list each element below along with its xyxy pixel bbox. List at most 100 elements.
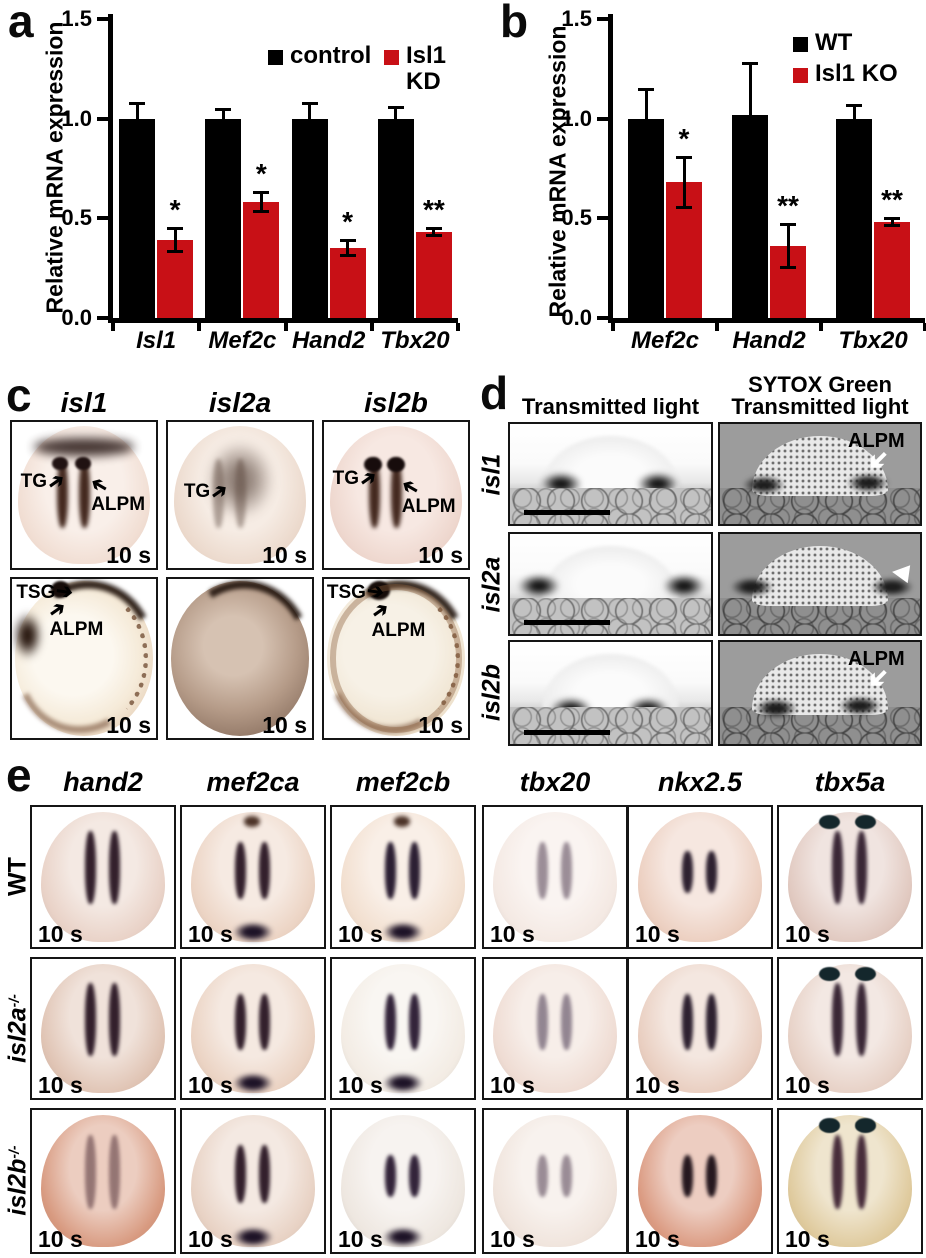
annotation-tsg: TSG ➔	[16, 580, 74, 604]
tsg-spot-stain	[50, 581, 71, 599]
x-category-label: Tbx20	[380, 327, 450, 354]
panel-d-sytox-image-isl1: ALPM ➔	[718, 422, 922, 526]
embryo-dorsal-isl2b	[329, 426, 463, 564]
eye-spot-left	[818, 967, 840, 982]
x-tick	[197, 323, 202, 331]
error-bar-cap-bottom	[253, 210, 270, 214]
alpm-dark-patch	[752, 697, 800, 720]
alpm-stripe-stain	[259, 993, 270, 1051]
y-tick-label: 1.5	[561, 6, 592, 31]
posterior-blob-stain	[380, 921, 426, 944]
alpm-stripe-stain	[385, 841, 397, 900]
alpm-stripe-stain	[213, 459, 225, 528]
annotation-label: TG	[183, 481, 211, 503]
alpm-dark-patch	[844, 472, 892, 494]
panel-a-label: a	[8, 0, 34, 47]
timestamp-label: 10 s	[338, 921, 383, 947]
significance-marker: **	[777, 190, 799, 222]
embryo-lateral-isl1	[12, 579, 156, 738]
timestamp-label: 10 s	[635, 1226, 680, 1252]
panel-e-column-title-hand2: hand2	[63, 767, 143, 797]
bar-isl1-kd-hand2	[329, 248, 366, 318]
panel-e-column-title-mef2cb: mef2cb	[355, 767, 451, 797]
panel-d-sytox-image-isl2b: ALPM ➔	[718, 640, 922, 746]
panel-e-column-title-tbx5a: tbx5a	[814, 767, 886, 797]
timestamp-label: 10 s	[785, 921, 830, 947]
error-bar-cap-top	[167, 227, 184, 231]
x-tick	[456, 323, 460, 331]
head-spot-stain	[244, 816, 261, 827]
x-tick	[369, 323, 374, 331]
annotation-label: ALPM	[371, 620, 426, 642]
alpm-stripe-stain	[109, 983, 120, 1056]
embryo-image	[637, 1114, 763, 1248]
alpm-stripe-stain	[561, 1154, 572, 1197]
panel-d-transmitted-image-isl2b	[508, 640, 713, 746]
error-bar-cap-top	[676, 155, 692, 159]
x-category-label: Mef2c	[208, 327, 277, 354]
bar-wt-tbx20	[836, 118, 872, 318]
panel-d-label: d	[480, 367, 509, 419]
legend-swatch-isl1 kd	[384, 50, 399, 65]
alpm-stripe-stain	[85, 1134, 97, 1209]
alpm-stripe-stain	[391, 459, 402, 528]
y-tick-label: 0.0	[61, 305, 92, 330]
tg-spot-stain	[386, 456, 405, 473]
timestamp-label: 10 s	[188, 921, 233, 947]
error-bar-cap-top	[742, 61, 758, 65]
significance-marker: *	[678, 122, 690, 154]
error-bar-line	[644, 88, 648, 149]
alpm-stripe-stain	[561, 841, 572, 900]
alpm-stripe-stain	[682, 1154, 694, 1197]
error-bar-line	[394, 106, 398, 131]
annotation-tg: TG ➔	[21, 468, 70, 496]
embryo-dorsal-isl1	[17, 426, 151, 564]
panel-d-sytox-image-isl2a	[718, 532, 922, 636]
panel-d-row-label-isl2b: isl2b	[477, 664, 506, 721]
y-tick-label: 1.0	[61, 105, 92, 131]
y-axis-title: Relative mRNA expression	[41, 21, 68, 314]
legend-swatch-control	[268, 50, 283, 65]
x-category-label: Hand2	[291, 327, 366, 354]
panel-c-column-title-isl2b: isl2b	[364, 387, 428, 418]
y-axis-title: Relative mRNA expression	[544, 25, 571, 318]
embryo-image	[190, 811, 316, 944]
error-bar-line	[852, 104, 856, 133]
panel-e-column-title-tbx20: tbx20	[519, 767, 591, 797]
panel-e-image-tbx5a-isl2a: 10 s	[777, 957, 923, 1100]
annotation-alpm: ALPM	[848, 430, 905, 452]
timestamp-label: 10 s	[338, 1072, 383, 1098]
significance-marker: *	[342, 206, 354, 238]
panel-c-image-isl1-row2: TSG ➔ ➔ ALPM 10 s	[10, 577, 158, 740]
annotation-label: TSG	[16, 581, 56, 603]
scale-bar	[524, 729, 611, 735]
alpm-stripe-stain	[369, 459, 381, 528]
y-tick-label: 0.0	[561, 305, 592, 330]
alpm-stripe-stain	[109, 831, 120, 905]
error-bar-cap-top	[301, 101, 318, 105]
panel-e-image-mef2ca-isl2a: 10 s	[180, 957, 326, 1100]
alpm-stripe-stain	[856, 831, 867, 905]
annotation-alpm: ALPM	[848, 648, 905, 671]
y-tick	[597, 216, 608, 221]
scale-bar	[524, 510, 611, 515]
y-tick	[597, 116, 608, 121]
embryo-image	[340, 1114, 466, 1249]
alpm-stripe-stain	[856, 1134, 867, 1209]
panel-c-column-title-isl2a: isl2a	[208, 387, 272, 418]
alpm-dark-patch	[740, 474, 788, 496]
annotation-alpm: ➔ ALPM	[87, 471, 145, 514]
y-axis	[608, 14, 613, 323]
panel-e-image-mef2cb-isl2a: 10 s	[330, 957, 476, 1100]
panel-d-header-transmitted-light: Transmitted light	[521, 394, 700, 419]
annotation-tg: TG ➔	[333, 465, 382, 493]
eye-spot-left	[818, 1118, 840, 1133]
panel-e-image-mef2cb-WT: 10 s	[330, 805, 476, 949]
x-category-label: Isl1	[136, 327, 177, 354]
error-bar-line	[259, 192, 263, 213]
alpm-stripe-stain	[682, 993, 694, 1051]
timestamp-label: 10 s	[785, 1226, 830, 1252]
yolk-cells	[510, 598, 711, 634]
annotation-tg: TG ➔	[183, 478, 233, 506]
embryo-image	[787, 963, 913, 1094]
